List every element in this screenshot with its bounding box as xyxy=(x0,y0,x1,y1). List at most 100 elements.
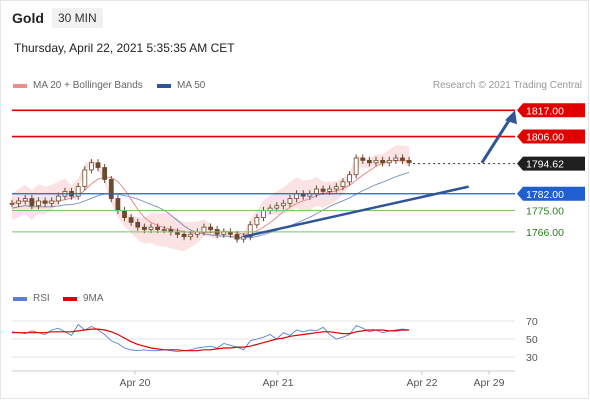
candle-body xyxy=(148,226,154,230)
candle xyxy=(366,156,372,167)
legend-ma50: MA 50 xyxy=(157,80,205,91)
support-trendline xyxy=(243,185,469,238)
candle-body xyxy=(22,198,28,202)
level-tag-pivot xyxy=(517,186,585,201)
candle-body xyxy=(128,217,134,223)
candle xyxy=(360,154,366,164)
candle-body xyxy=(261,210,266,219)
candle xyxy=(234,230,240,243)
candle-body xyxy=(9,202,15,205)
candle xyxy=(128,214,134,226)
candle-body xyxy=(155,226,161,230)
candle xyxy=(333,183,339,193)
candle-body xyxy=(141,226,147,230)
candle xyxy=(386,156,392,167)
candle xyxy=(42,197,48,207)
legend-rsi-swatch xyxy=(13,296,27,301)
candle xyxy=(55,192,61,205)
candle-body xyxy=(373,159,379,164)
candle-body xyxy=(333,186,339,190)
candle-body xyxy=(386,159,392,164)
candle-body xyxy=(95,162,101,168)
projection-arrow-head xyxy=(505,110,517,125)
candle-body xyxy=(135,221,141,228)
candle xyxy=(400,154,405,164)
projection-arrow-shaft xyxy=(480,116,513,164)
research-credit: Research © 2021 Trading Central xyxy=(432,80,582,91)
candle xyxy=(347,171,352,186)
candle-body xyxy=(161,229,167,231)
candle xyxy=(108,175,114,203)
legend-ma50-swatch xyxy=(157,83,171,88)
candle-body xyxy=(29,198,35,207)
timeframe-badge[interactable]: 30 MIN xyxy=(52,8,103,28)
legend-bollinger: MA 20 + Bollinger Bands xyxy=(13,80,143,91)
candle-body xyxy=(347,174,352,183)
candle-body xyxy=(201,226,207,233)
candle xyxy=(89,159,94,174)
candle xyxy=(75,183,81,200)
rsi-tick-label: 30 xyxy=(526,352,538,364)
candle-body xyxy=(49,200,55,204)
legend-9ma: 9MA xyxy=(63,293,104,304)
level-tag-last xyxy=(517,156,585,171)
candle-body xyxy=(181,233,187,238)
candle xyxy=(135,218,141,231)
candle-body xyxy=(314,188,319,195)
candle-body xyxy=(102,167,108,180)
candle xyxy=(9,199,15,207)
candle-body xyxy=(75,186,81,197)
report-datetime: Thursday, April 22, 2021 5:35:35 AM CET xyxy=(14,41,235,55)
candle-body xyxy=(360,157,366,161)
level-label-pivot: 1782.00 xyxy=(526,189,564,201)
candle xyxy=(340,178,346,191)
candle xyxy=(29,194,35,210)
candle xyxy=(16,197,22,207)
level-label-resistance: 1806.00 xyxy=(526,132,564,144)
candle-body xyxy=(274,205,280,209)
x-axis-tick-label: Apr 29 xyxy=(474,377,505,389)
x-axis-tick-label: Apr 22 xyxy=(407,377,438,389)
candle-body xyxy=(294,193,299,199)
candle-body xyxy=(287,198,293,204)
x-axis-tick-label: Apr 21 xyxy=(263,377,294,389)
candle-body xyxy=(234,233,240,240)
level-label-last: 1794.62 xyxy=(526,159,564,171)
instrument-title: Gold xyxy=(12,10,44,26)
candle-body xyxy=(340,181,346,188)
candle-body xyxy=(353,157,359,176)
level-label-support: 1766.00 xyxy=(526,227,564,239)
candle-body xyxy=(280,202,286,207)
level-tag-resistance xyxy=(517,103,585,118)
candle-body xyxy=(115,198,121,211)
level-label-resistance: 1817.00 xyxy=(526,105,564,117)
candle-body xyxy=(36,200,41,207)
legend-rsi-label: RSI xyxy=(33,293,50,304)
candle xyxy=(280,199,286,210)
candle-body xyxy=(108,179,114,199)
candle-body xyxy=(208,226,213,230)
legend-9ma-label: 9MA xyxy=(83,293,104,304)
candle xyxy=(247,221,253,241)
legend-bollinger-swatch xyxy=(13,83,27,88)
candle-body xyxy=(254,217,260,226)
candle-body xyxy=(42,200,48,204)
candle xyxy=(49,197,55,207)
candle xyxy=(95,159,101,172)
candle-body xyxy=(122,210,127,219)
candle-body xyxy=(320,188,326,192)
level-tag-resistance xyxy=(517,129,585,144)
candle xyxy=(22,194,28,205)
candle xyxy=(254,214,260,229)
candle xyxy=(82,166,88,191)
candle xyxy=(36,197,41,210)
candle-body xyxy=(16,200,22,204)
rsi-series-rsi xyxy=(11,323,410,353)
legend-bollinger-label: MA 20 + Bollinger Bands xyxy=(33,80,143,91)
candle xyxy=(406,156,412,167)
rsi-series-9ma xyxy=(12,328,410,352)
legend-9ma-swatch xyxy=(63,296,77,301)
candle xyxy=(353,154,359,179)
